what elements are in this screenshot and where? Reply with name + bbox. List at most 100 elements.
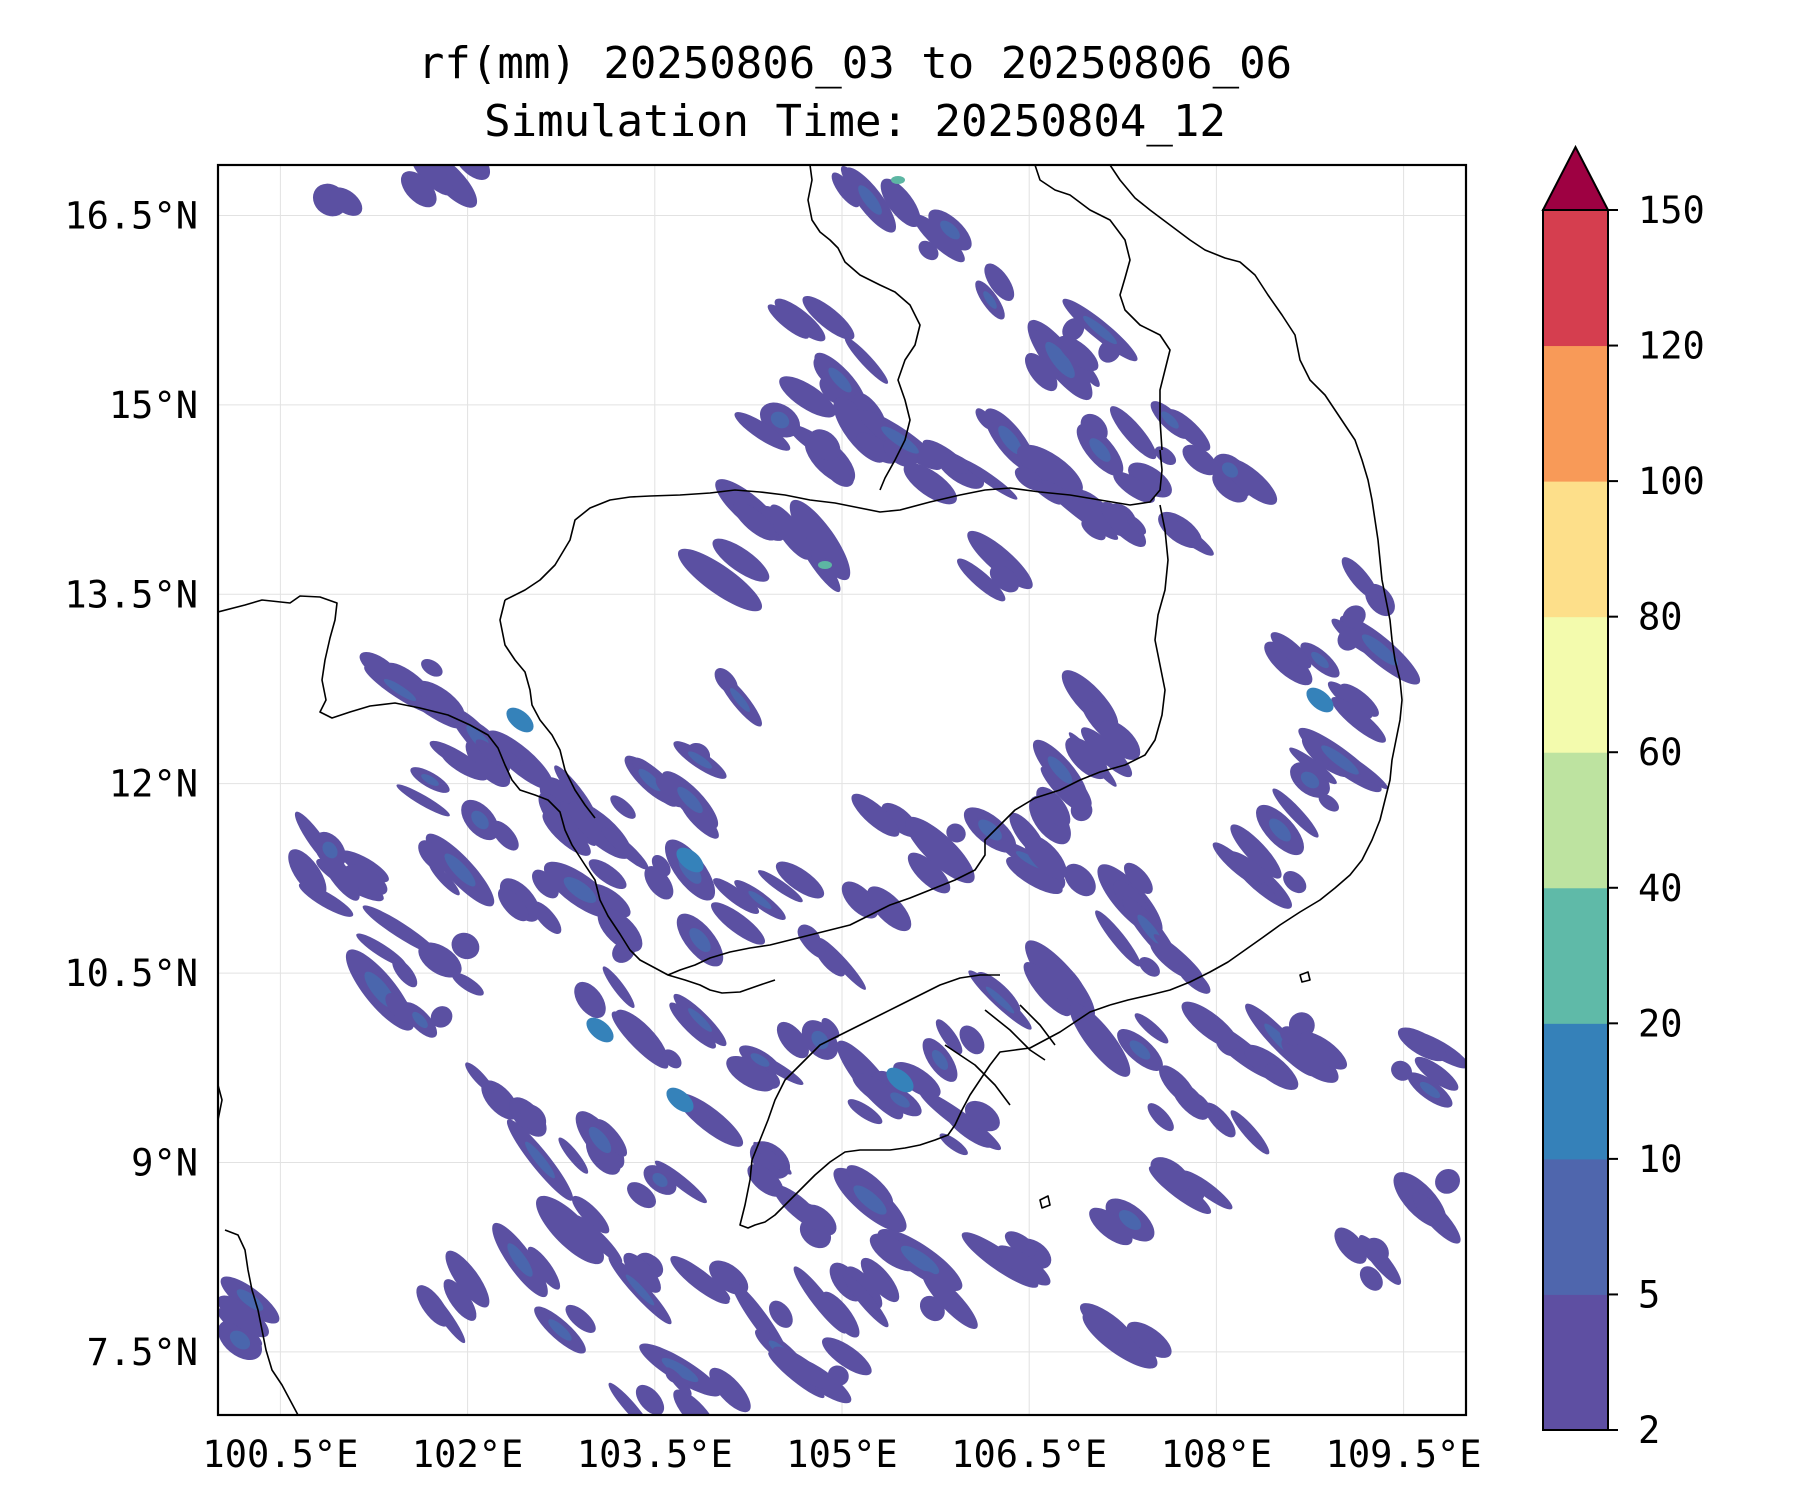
rain-cell <box>465 1062 494 1094</box>
rain-cell <box>1062 318 1085 341</box>
rain-cell-medium <box>229 1330 251 1350</box>
rain-cell <box>588 859 627 890</box>
rain-cell <box>443 1279 477 1321</box>
rain-cell <box>680 1260 731 1301</box>
rain-cell <box>1338 751 1389 790</box>
rain-cell <box>733 501 777 541</box>
rain-cell <box>1150 1157 1191 1192</box>
rain-cell <box>418 942 462 978</box>
rain-cell <box>218 1295 269 1338</box>
rain-cell-medium <box>1089 438 1111 462</box>
rain-cell <box>329 187 363 216</box>
rain-cell <box>677 548 763 612</box>
rainfall-field <box>218 165 1466 1415</box>
rain-cell <box>574 981 606 1019</box>
cambodia-west-border <box>499 599 596 819</box>
rain-cell <box>430 1006 453 1028</box>
rain-cell <box>1081 519 1106 541</box>
rain-cell <box>1153 934 1203 978</box>
rain-cell <box>666 1367 692 1396</box>
rain-cell <box>586 1135 621 1175</box>
rain-cell-medium <box>525 1141 555 1179</box>
rain-cell <box>1182 1170 1233 1210</box>
rain-cell <box>1080 413 1108 443</box>
rain-cell-medium <box>983 291 997 309</box>
rain-cell <box>984 263 1015 301</box>
rain-cell <box>712 538 770 582</box>
rain-cell <box>418 840 449 872</box>
rain-cell <box>362 905 438 955</box>
rain-cell <box>288 849 327 897</box>
vietnam-coast-central <box>1109 165 1403 1006</box>
rain-cell-medium <box>931 1050 949 1070</box>
rain-cell <box>1412 1192 1461 1244</box>
rain-cell-medium <box>858 185 882 215</box>
colorbar-tick-label: 80 <box>1638 596 1683 639</box>
rain-cell <box>532 869 559 899</box>
map-panel: 100.5°E 102°E 103.5°E 105°E 106.5°E 108°E 109.… <box>64 163 1482 1476</box>
rain-cell <box>486 730 554 790</box>
rain-cell <box>669 1002 716 1049</box>
rain-cell <box>772 1346 830 1389</box>
rain-cell-medium <box>563 877 597 903</box>
rain-cell <box>847 1099 883 1125</box>
rain-cell <box>1331 697 1386 743</box>
rain-cell <box>768 1300 793 1328</box>
rain-cell <box>1162 517 1214 556</box>
rain-cell-medium <box>661 1357 699 1383</box>
rain-cell <box>957 558 1006 602</box>
rain-cell <box>558 1137 589 1174</box>
rain-cell <box>475 739 506 767</box>
rain-cell-medium <box>444 853 476 887</box>
rain-cell <box>344 864 388 896</box>
rain-cell <box>846 1165 894 1207</box>
rain-cell <box>709 1367 751 1413</box>
rain-cell <box>1100 501 1147 547</box>
rain-cell <box>644 865 674 900</box>
rain-cell <box>841 881 879 919</box>
rain-cell <box>1099 720 1141 760</box>
rain-cell <box>673 1389 718 1415</box>
rain-cell-medium <box>978 819 1002 841</box>
rain-cell-medium <box>1361 634 1399 666</box>
lat-tick-label: 12°N <box>109 763 198 806</box>
rain-cell <box>679 798 719 839</box>
lat-tick-label: 7.5°N <box>87 1331 198 1374</box>
rain-cell <box>1318 793 1339 812</box>
colorbar: 2 5 10 20 40 60 80 100 120 150 <box>1541 144 1705 1452</box>
rain-cell <box>905 816 975 884</box>
rain-cell <box>1064 863 1096 897</box>
rain-cell <box>612 939 636 963</box>
rain-cell-medium <box>811 1030 829 1050</box>
rain-cell <box>1182 444 1218 476</box>
rain-cell <box>386 662 431 697</box>
rain-cell <box>1230 824 1282 879</box>
rain-cell-medium <box>1300 771 1320 789</box>
rain-cell <box>602 966 635 1008</box>
rain-cell <box>465 739 511 788</box>
thai-coast-left <box>218 1084 223 1121</box>
lat-tick-label: 9°N <box>131 1141 198 1184</box>
rain-cell-heavy <box>666 1087 694 1113</box>
colorbar-block <box>1543 887 1608 1024</box>
coastlines-borders <box>218 165 1403 1415</box>
rain-cell <box>714 668 738 695</box>
rain-cell <box>357 976 382 1005</box>
rain-cell-heavy <box>1306 687 1334 713</box>
rain-cell <box>608 1382 651 1415</box>
colorbar-block <box>1543 1023 1608 1160</box>
rain-cell <box>1340 683 1379 717</box>
rain-cell-medium <box>412 1011 428 1029</box>
rain-cell <box>918 240 939 261</box>
rain-cell <box>1265 1063 1292 1085</box>
rain-cell <box>441 750 489 781</box>
rain-cell <box>776 1021 809 1059</box>
colorbar-tick-label: 100 <box>1638 460 1705 503</box>
latitude-tick-labels: 16.5°N 15°N 13.5°N 12°N 10.5°N 9°N 7.5°N <box>64 195 198 1374</box>
rain-cell <box>758 870 803 903</box>
rain-cell-medium <box>688 1008 712 1032</box>
rain-cell-heavy <box>676 847 704 873</box>
rain-cell <box>822 1337 872 1376</box>
rain-cell <box>423 1286 466 1344</box>
